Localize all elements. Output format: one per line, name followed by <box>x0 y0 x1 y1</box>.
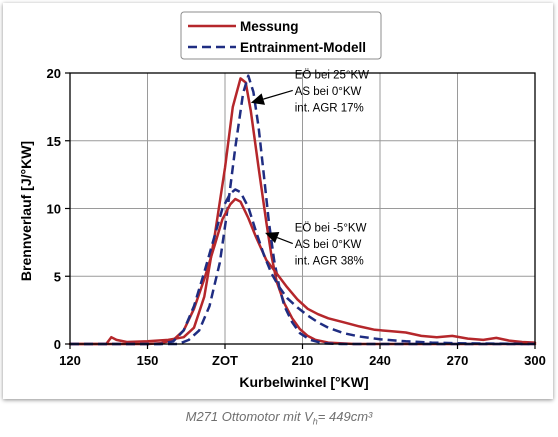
x-tick-label: 120 <box>59 353 81 368</box>
y-tick-label: 0 <box>54 337 61 352</box>
annotation-arrow-shaft <box>263 89 293 100</box>
series-line-3 <box>68 197 537 346</box>
y-tick-label: 5 <box>54 269 61 284</box>
x-tick-label: 210 <box>292 353 314 368</box>
x-tick-label: ZOT <box>212 353 238 368</box>
x-tick-label: 270 <box>447 353 469 368</box>
series-line-1 <box>68 77 537 346</box>
annotation-text-line: EÖ bei 25°KW <box>295 69 369 81</box>
caption-suffix: = 449cm³ <box>317 409 373 424</box>
legend-label: Entrainment-Modell <box>240 40 366 55</box>
x-tick-label: 300 <box>524 353 546 368</box>
legend: Messung Entrainment-Modell <box>180 11 382 60</box>
caption-prefix: M271 Ottomotor mit V <box>185 409 313 424</box>
annotation-arrow-head <box>265 231 280 244</box>
series-line-4 <box>70 188 536 346</box>
y-tick-label: 15 <box>47 134 61 149</box>
y-tick-label: 10 <box>47 202 61 217</box>
legend-label: Messung <box>240 19 299 34</box>
axes: 120 150 ZOT 210 240 270 300 0 5 10 15 20 <box>47 66 546 368</box>
annotation-text-line: EÖ bei -5°KW <box>295 223 367 235</box>
y-tick-label: 20 <box>47 66 61 81</box>
annotation-text-line: AS bei 0°KW <box>295 239 362 251</box>
annotations: EÖ bei 25°KW AS bei 0°KW int. AGR 17% EÖ be… <box>250 69 369 268</box>
y-axis-label: Brennverlauf [J/°KW] <box>18 141 34 281</box>
chart-svg: 120 150 ZOT 210 240 270 300 0 5 10 15 20 EÖ bei 25°… <box>18 11 546 390</box>
series-line-2 <box>70 74 535 346</box>
x-tick-label: 240 <box>369 353 391 368</box>
annotation-text-line: int. AGR 17% <box>295 102 364 114</box>
annotation-text-line: AS bei 0°KW <box>295 86 362 98</box>
x-tick-label: 150 <box>137 353 159 368</box>
grid-lines <box>70 73 535 344</box>
chart-frame: 120 150 ZOT 210 240 270 300 0 5 10 15 20 EÖ bei 25°… <box>3 3 553 399</box>
annotation-text-line: int. AGR 38% <box>295 256 364 268</box>
annotation-arrow-shaft <box>276 236 293 245</box>
series-lines <box>68 74 537 346</box>
caption-subscript: h <box>312 416 318 427</box>
figure-caption: M271 Ottomotor mit Vh= 449cm³ <box>0 409 558 427</box>
x-axis-label: Kurbelwinkel [°KW] <box>239 374 368 390</box>
annotation-arrow-head <box>250 93 266 105</box>
